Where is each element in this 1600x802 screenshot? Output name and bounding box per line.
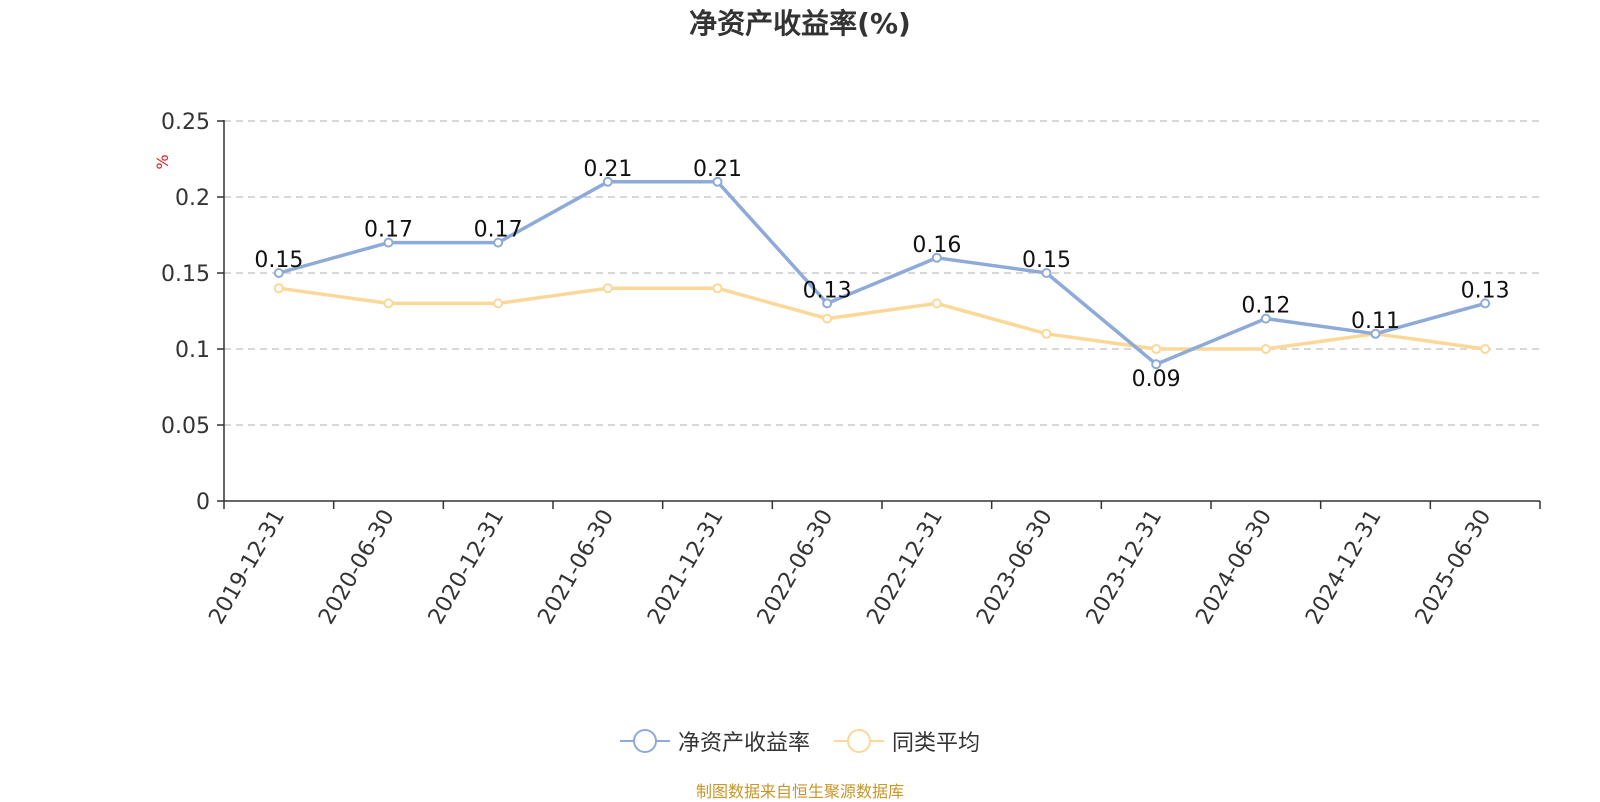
legend-label-peer-average: 同类平均 — [892, 731, 981, 756]
data-point-peer-average — [1260, 344, 1271, 354]
series-line-peer-average — [278, 286, 1486, 351]
y-axis-unit-label: % — [153, 154, 172, 169]
y-tick-label: 0.1 — [175, 338, 210, 363]
x-tick-label: 2019-12-31 — [204, 506, 290, 629]
legend-label-roe: 净资产收益率 — [677, 731, 810, 756]
data-label-roe: 0.15 — [254, 248, 303, 273]
data-labels: 0.15 0.17 0.17 0.21 0.21 0.13 0.16 0.15 0.09 0.12… — [254, 157, 1509, 392]
data-label-roe: 0.21 — [583, 157, 632, 182]
series-layer — [273, 176, 1491, 370]
data-point-peer-average — [383, 298, 394, 309]
data-label-roe: 0.17 — [474, 218, 523, 243]
x-tick-label: 2020-12-31 — [424, 506, 510, 629]
series-line-roe — [278, 180, 1486, 366]
data-point-roe — [1041, 268, 1052, 278]
data-point-peer-average — [1151, 344, 1162, 354]
data-label-roe: 0.13 — [803, 278, 852, 303]
grid-lines — [224, 120, 1540, 426]
axes: 0 0.05 0.1 0.15 0.2 0.25% 2019-12-31 2020-06-30… — [153, 110, 1541, 629]
data-label-roe: 0.21 — [693, 157, 742, 182]
x-tick-label: 2022-06-30 — [753, 506, 839, 629]
data-point-roe — [931, 252, 942, 263]
x-tick-label: 2021-06-30 — [533, 506, 619, 629]
data-point-roe — [1370, 328, 1381, 339]
data-point-roe — [602, 176, 613, 187]
data-point-roe — [712, 176, 723, 187]
data-point-roe — [383, 237, 394, 248]
legend-item-peer-average[interactable]: 同类平均 — [834, 725, 980, 757]
data-point-peer-average — [712, 283, 723, 294]
data-point-peer-average — [822, 313, 833, 324]
data-label-roe: 0.11 — [1351, 309, 1400, 334]
x-tick-label: 2021-12-31 — [643, 506, 729, 629]
y-tick-label: 0.2 — [175, 186, 210, 211]
x-tick-label: 2023-06-30 — [972, 506, 1058, 629]
data-label-roe: 0.12 — [1241, 294, 1290, 319]
data-label-roe: 0.17 — [364, 218, 413, 243]
y-tick-label: 0.05 — [161, 414, 210, 439]
chart-title: 净资产收益率(%) — [689, 7, 911, 40]
data-label-roe: 0.16 — [912, 233, 961, 258]
data-point-roe — [1260, 313, 1271, 324]
data-label-roe: 0.15 — [1022, 248, 1071, 273]
data-point-roe — [493, 237, 504, 248]
legend: 净资产收益率 同类平均 — [0, 724, 1600, 758]
legend-item-roe[interactable]: 净资产收益率 — [619, 725, 810, 757]
x-tick-label: 2025-06-30 — [1411, 506, 1497, 629]
data-point-peer-average — [493, 298, 504, 309]
data-point-peer-average — [1041, 328, 1052, 339]
data-point-peer-average — [1480, 344, 1491, 354]
y-tick-label: 0 — [196, 490, 210, 515]
y-tick-label: 0.15 — [161, 262, 210, 287]
data-point-peer-average — [273, 283, 284, 294]
data-point-peer-average — [602, 283, 613, 294]
data-label-roe: 0.13 — [1461, 278, 1510, 303]
data-point-roe — [1151, 359, 1162, 370]
data-point-roe — [1480, 298, 1491, 309]
x-tick-label: 2022-12-31 — [862, 506, 948, 629]
data-point-roe — [822, 298, 833, 309]
x-tick-label: 2023-12-31 — [1082, 506, 1168, 629]
data-point-roe — [273, 268, 284, 278]
data-point-peer-average — [931, 298, 942, 309]
y-tick-label: 0.25 — [161, 110, 210, 135]
data-label-roe: 0.09 — [1132, 367, 1181, 392]
legend-swatch-peer-average — [834, 729, 884, 753]
x-tick-label: 2020-06-30 — [314, 506, 400, 629]
x-tick-label: 2024-12-31 — [1301, 506, 1387, 629]
x-tick-label: 2024-06-30 — [1191, 506, 1277, 629]
data-source-note: 制图数据来自恒生聚源数据库 — [695, 782, 904, 801]
legend-swatch-roe — [619, 729, 670, 753]
